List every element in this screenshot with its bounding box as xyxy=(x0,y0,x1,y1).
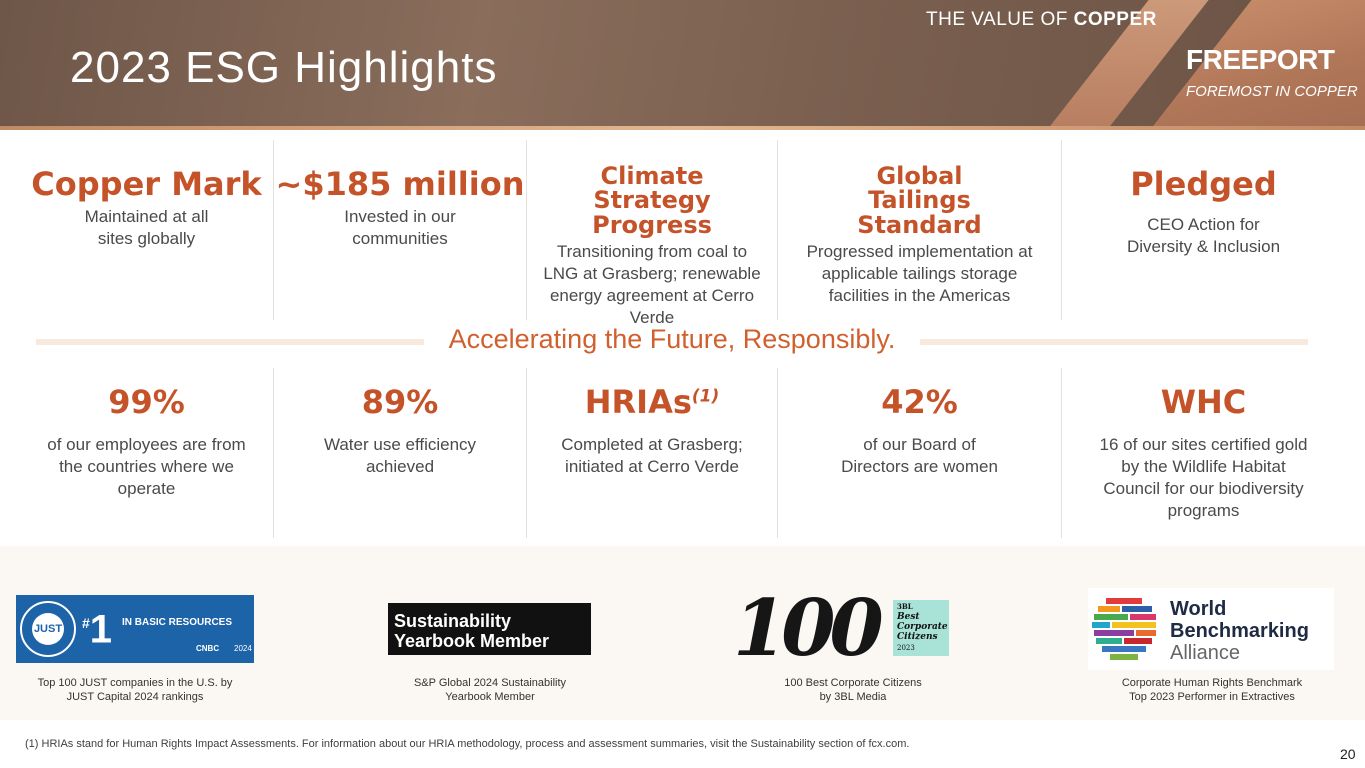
highlight-hrias: HRIAs(1) Completed at Grasberg; initiate… xyxy=(526,368,777,538)
recognition-band: JUST #1 IN BASIC RESOURCES CNBC 2024 Top… xyxy=(0,546,1365,720)
award-caption-line: JUST Capital 2024 rankings xyxy=(66,691,204,703)
award-caption-line: 100 Best Corporate Citizens xyxy=(784,677,922,689)
highlight-headline: Climate Strategy Progress xyxy=(592,162,712,239)
highlight-headline-wrap: HRIAs(1) xyxy=(527,383,777,421)
highlight-headline: 42% xyxy=(881,383,958,421)
header-banner: 2023 ESG Highlights THE VALUE OF COPPER … xyxy=(0,0,1365,130)
highlight-description: of our Board of Directors are women xyxy=(841,434,998,476)
just-rank-sign: # xyxy=(82,615,90,631)
highlight-pledged: Pledged CEO Action for Diversity & Inclu… xyxy=(1061,140,1345,320)
highlight-headline: 89% xyxy=(361,383,439,421)
award-caption-line: Top 2023 Performer in Extractives xyxy=(1129,691,1295,703)
highlight-description: Completed at Grasberg; initiated at Cerr… xyxy=(561,434,743,476)
tagline-text: Accelerating the Future, Responsibly. xyxy=(448,324,896,354)
just-seal-icon: JUST xyxy=(20,601,76,657)
highlights-top-row: Copper Mark Maintained at all sites glob… xyxy=(20,140,1345,327)
award-caption-line: Top 100 JUST companies in the U.S. by xyxy=(37,677,233,689)
value-bold: COPPER xyxy=(1073,9,1157,30)
highlight-board: 42% of our Board of Directors are women xyxy=(777,368,1061,538)
footnote-marker: (1) xyxy=(691,386,720,407)
award-caption-line: Corporate Human Rights Benchmark xyxy=(1121,677,1303,689)
bcc-number: 100 xyxy=(733,583,884,674)
bcc-3bl: 3BL xyxy=(897,602,913,611)
wba-line: Benchmarking xyxy=(1170,620,1309,642)
highlight-headline: 99% xyxy=(108,383,185,421)
highlight-tailings: Global Tailings Standard Progressed impl… xyxy=(777,140,1061,320)
best-corporate-citizens-logo: 100 3BL Best Corporate Citizens 2023 xyxy=(727,583,953,674)
award-caption: Top 100 JUST companies in the U.S. by JU… xyxy=(10,676,260,704)
highlight-description: Water use efficiency achieved xyxy=(323,434,477,476)
wba-line: World xyxy=(1170,598,1227,620)
cnbc-label: CNBC xyxy=(196,644,220,653)
award-caption: 100 Best Corporate Citizens by 3BL Media xyxy=(715,676,991,704)
award-caption: Corporate Human Rights Benchmark Top 202… xyxy=(1082,676,1342,704)
highlight-description: 16 of our sites certified gold by the Wi… xyxy=(1099,434,1308,520)
page-title: 2023 ESG Highlights xyxy=(70,43,498,92)
award-caption-line: Yearbook Member xyxy=(445,691,535,703)
highlight-headline: HRIAs xyxy=(584,383,692,421)
tagline-rule-left xyxy=(36,339,424,345)
highlight-headline: WHC xyxy=(1160,383,1247,421)
award-caption: S&P Global 2024 Sustainability Yearbook … xyxy=(365,676,615,704)
highlight-headline: Global Tailings Standard xyxy=(857,162,982,239)
brand-tagline: FOREMOST IN COPPER xyxy=(1186,83,1358,100)
award-caption-line: S&P Global 2024 Sustainability xyxy=(413,677,567,689)
highlights-bottom-row: 99% of our employees are from the countr… xyxy=(20,368,1345,538)
highlight-description: CEO Action for Diversity & Inclusion xyxy=(1126,214,1281,256)
syb-logo-line: Yearbook Member xyxy=(394,631,550,651)
value-prefix: THE VALUE OF xyxy=(926,9,1074,30)
tagline-rule-right xyxy=(920,339,1308,345)
bcc-year: 2023 xyxy=(897,644,915,652)
header-divider xyxy=(0,126,1365,130)
just-logo-text: IN BASIC RESOURCES xyxy=(122,617,233,628)
bcc-line: Corporate xyxy=(897,622,948,632)
value-of-copper-label: THE VALUE OF COPPER xyxy=(926,9,1157,31)
just-rank-number: 1 xyxy=(89,607,113,652)
wba-line: Alliance xyxy=(1170,642,1241,664)
tagline-band: Accelerating the Future, Responsibly. xyxy=(36,322,1308,358)
highlight-employees: 99% of our employees are from the countr… xyxy=(20,368,273,538)
bcc-line: Best xyxy=(897,612,920,622)
just-year: 2024 xyxy=(234,644,252,653)
highlight-headline: ~$185 million xyxy=(275,165,525,203)
sustainability-yearbook-logo: Sustainability Yearbook Member xyxy=(388,603,591,655)
highlight-copper-mark: Copper Mark Maintained at all sites glob… xyxy=(20,140,273,320)
world-benchmarking-alliance-logo: World Benchmarking Alliance xyxy=(1088,588,1334,670)
highlight-headline: Pledged xyxy=(1130,165,1277,203)
highlight-description: of our employees are from the countries … xyxy=(47,434,246,498)
highlight-whc: WHC 16 of our sites certified gold by th… xyxy=(1061,368,1345,538)
page-number: 20 xyxy=(1340,746,1356,762)
brand-logo: FREEPORT xyxy=(1186,44,1335,75)
highlight-investment: ~$185 million Invested in our communitie… xyxy=(273,140,526,320)
wba-text: World Benchmarking Alliance xyxy=(1170,598,1309,664)
just-seal-text: JUST xyxy=(32,613,64,645)
highlight-description: Progressed implementation at applicable … xyxy=(806,242,1033,306)
highlight-description: Transitioning from coal to LNG at Grasbe… xyxy=(543,242,761,328)
just-capital-logo: JUST #1 IN BASIC RESOURCES CNBC 2024 xyxy=(16,595,254,663)
wba-mark-icon xyxy=(1092,598,1156,660)
bcc-badge: 3BL Best Corporate Citizens 2023 xyxy=(893,600,949,656)
just-rank: #1 xyxy=(82,601,112,651)
highlight-climate: Climate Strategy Progress Transitioning … xyxy=(526,140,777,327)
bcc-line: Citizens xyxy=(897,632,938,642)
highlight-description: Maintained at all sites globally xyxy=(84,206,209,248)
highlight-description: Invested in our communities xyxy=(344,206,456,248)
highlight-headline: Copper Mark xyxy=(31,165,262,203)
highlight-water: 89% Water use efficiency achieved xyxy=(273,368,526,538)
syb-logo-line: Sustainability xyxy=(394,611,512,631)
footnote: (1) HRIAs stand for Human Rights Impact … xyxy=(25,738,910,750)
award-caption-line: by 3BL Media xyxy=(819,691,887,703)
